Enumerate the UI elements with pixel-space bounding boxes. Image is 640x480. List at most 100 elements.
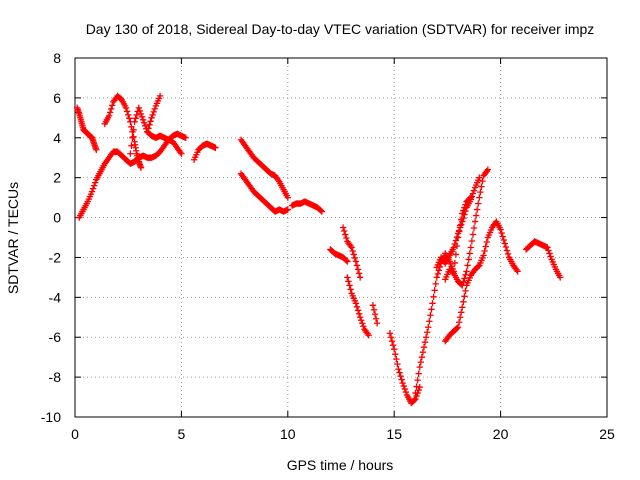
data-point	[460, 214, 467, 222]
data-point	[451, 259, 459, 267]
series-group	[327, 246, 351, 265]
y-axis-label: SDTVAR / TECUs	[5, 182, 21, 294]
data-point	[416, 363, 423, 371]
data-point	[284, 206, 291, 213]
x-tick-label: 10	[280, 426, 296, 442]
data-point	[412, 395, 419, 403]
series-group	[442, 166, 492, 289]
y-tick-label: -2	[49, 249, 62, 265]
data-point	[469, 190, 477, 197]
data-point	[318, 208, 326, 215]
data-point	[342, 231, 349, 238]
data-point	[452, 251, 460, 258]
data-point	[392, 350, 399, 358]
series-group	[144, 128, 189, 143]
data-point	[456, 224, 464, 231]
data-point	[106, 109, 114, 116]
data-point	[463, 268, 470, 275]
x-tick-label: 25	[599, 426, 615, 442]
data-point	[93, 146, 100, 153]
data-point	[422, 334, 430, 341]
data-point	[339, 224, 347, 231]
data-point	[394, 360, 401, 368]
series-group	[344, 274, 372, 339]
data-point	[434, 270, 442, 278]
data-point	[454, 324, 462, 331]
series-group	[237, 170, 291, 215]
data-point	[421, 339, 429, 346]
data-point	[502, 243, 510, 251]
data-point	[386, 330, 394, 337]
data-point	[476, 174, 483, 181]
data-point	[461, 293, 468, 300]
data-point	[499, 233, 506, 240]
data-point	[182, 134, 189, 141]
data-point	[475, 200, 482, 207]
series-group	[76, 136, 185, 221]
data-point	[453, 233, 461, 241]
data-point	[466, 250, 473, 257]
data-point	[395, 365, 402, 373]
data-point	[430, 293, 437, 301]
series-group	[522, 238, 564, 281]
data-point	[391, 345, 398, 353]
data-point	[459, 304, 466, 311]
data-point	[469, 231, 477, 238]
data-point	[461, 211, 468, 218]
data-point	[354, 307, 362, 314]
data-point	[128, 142, 135, 149]
data-point	[484, 166, 492, 173]
data-point	[365, 332, 372, 339]
data-point	[355, 270, 363, 277]
data-point	[358, 317, 365, 324]
data-point	[122, 104, 130, 112]
data-point	[450, 244, 457, 251]
data-point	[476, 194, 483, 201]
data-point	[396, 369, 403, 376]
data-point	[415, 386, 422, 394]
data-point	[372, 315, 380, 322]
data-point	[156, 92, 164, 100]
data-point	[545, 247, 552, 254]
data-point	[360, 323, 367, 330]
tick-layer: 0 5 10 15 20 25 -10 -8 -6 -4 -2 0 2 4 6 8	[41, 50, 615, 442]
data-point	[136, 107, 144, 115]
series-group	[73, 104, 100, 153]
data-point	[465, 256, 472, 263]
data-point	[359, 320, 366, 327]
data-point	[90, 182, 98, 189]
data-point	[556, 274, 564, 281]
data-point	[411, 396, 418, 404]
data-point	[129, 134, 136, 141]
data-point	[105, 112, 113, 120]
data-point	[418, 353, 426, 361]
x-tick-label: 15	[386, 426, 402, 442]
data-point	[397, 372, 404, 380]
data-point	[343, 257, 350, 264]
data-point	[460, 278, 467, 286]
y-tick-label: 6	[53, 90, 61, 106]
data-point	[471, 218, 479, 225]
data-point	[459, 218, 466, 225]
data-point	[369, 302, 377, 309]
data-point	[483, 238, 490, 246]
data-point	[451, 240, 459, 248]
data-point	[401, 385, 409, 393]
data-point	[88, 188, 96, 195]
data-point	[468, 237, 476, 245]
data-point	[412, 389, 419, 397]
series-group	[127, 92, 164, 157]
data-point	[284, 194, 291, 201]
data-point	[148, 114, 155, 122]
data-point	[151, 105, 158, 113]
data-point	[123, 108, 131, 115]
data-point	[344, 274, 351, 281]
data-point	[458, 309, 465, 316]
data-point	[389, 342, 397, 349]
data-point	[353, 303, 361, 311]
y-tick-label: -10	[41, 409, 61, 425]
data-point	[503, 247, 511, 254]
y-tick-label: 4	[53, 130, 61, 146]
